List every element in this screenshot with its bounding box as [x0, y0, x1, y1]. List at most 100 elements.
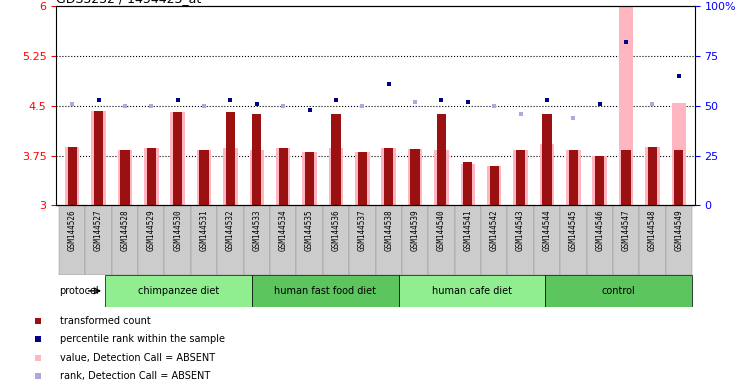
Text: GSM144549: GSM144549 [674, 209, 683, 250]
Bar [279, 148, 288, 205]
Bar [331, 114, 340, 205]
Bar [613, 205, 639, 275]
Bar [200, 149, 209, 205]
Bar [587, 205, 613, 275]
Text: human fast food diet: human fast food diet [274, 286, 376, 296]
Text: GSM144532: GSM144532 [226, 209, 235, 250]
Text: GSM144537: GSM144537 [357, 209, 366, 250]
Text: GSM144536: GSM144536 [331, 209, 340, 250]
Bar [534, 205, 560, 275]
Bar [622, 149, 631, 205]
Text: GSM144543: GSM144543 [516, 209, 525, 250]
Bar [243, 205, 270, 275]
Text: GSM144539: GSM144539 [411, 209, 420, 250]
Bar [382, 147, 396, 205]
Bar [118, 149, 132, 205]
Bar [648, 147, 657, 205]
Bar [303, 152, 317, 205]
Text: GSM144541: GSM144541 [463, 209, 472, 250]
Bar [112, 205, 138, 275]
Text: GSM144544: GSM144544 [542, 209, 551, 250]
Bar [408, 149, 422, 205]
Bar [226, 112, 235, 205]
Bar [463, 162, 472, 205]
Bar [437, 114, 446, 205]
Bar [357, 152, 367, 205]
Bar [460, 164, 475, 205]
Bar [595, 156, 605, 205]
Bar [619, 7, 633, 205]
Bar [120, 149, 129, 205]
Bar [665, 205, 692, 275]
Bar [542, 114, 551, 205]
Bar [540, 144, 554, 205]
Bar [434, 149, 448, 205]
Bar [270, 205, 297, 275]
Bar [197, 149, 211, 205]
Bar [138, 205, 164, 275]
Text: GSM144529: GSM144529 [146, 209, 155, 250]
Bar [217, 205, 243, 275]
Bar [249, 149, 264, 205]
Bar [146, 147, 156, 205]
Text: GDS3232 / 1454423_at: GDS3232 / 1454423_at [56, 0, 201, 5]
Text: GSM144546: GSM144546 [596, 209, 605, 250]
Bar [164, 205, 191, 275]
Bar [411, 149, 420, 205]
Text: GSM144533: GSM144533 [252, 209, 261, 250]
Bar [376, 205, 402, 275]
Bar [173, 112, 182, 205]
Text: human cafe diet: human cafe diet [432, 286, 512, 296]
Bar [428, 205, 454, 275]
Bar [223, 147, 237, 205]
Bar [59, 205, 86, 275]
Bar [569, 150, 578, 205]
Bar [490, 166, 499, 205]
Bar [252, 114, 261, 205]
Bar [593, 156, 607, 205]
Text: chimpanzee diet: chimpanzee diet [138, 286, 219, 296]
Bar [191, 205, 217, 275]
Bar [105, 275, 252, 307]
Text: GSM144526: GSM144526 [68, 209, 77, 250]
Text: GSM144547: GSM144547 [622, 209, 631, 250]
Text: rank, Detection Call = ABSENT: rank, Detection Call = ABSENT [60, 371, 210, 381]
Text: GSM144530: GSM144530 [173, 209, 182, 250]
Bar [514, 149, 528, 205]
Text: GSM144528: GSM144528 [120, 209, 129, 250]
Text: percentile rank within the sample: percentile rank within the sample [60, 334, 225, 344]
Bar [545, 275, 692, 307]
Bar [305, 152, 314, 205]
Bar [402, 205, 428, 275]
Bar [94, 111, 103, 205]
Text: GSM144545: GSM144545 [569, 209, 578, 250]
Bar [384, 147, 394, 205]
Bar [323, 205, 349, 275]
Bar [508, 205, 534, 275]
Bar [355, 152, 369, 205]
Bar [481, 205, 508, 275]
Text: GSM144542: GSM144542 [490, 209, 499, 250]
Bar [566, 150, 581, 205]
Bar [92, 111, 106, 205]
Text: GSM144535: GSM144535 [305, 209, 314, 250]
Bar [170, 112, 185, 205]
Bar [329, 147, 343, 205]
Bar [645, 147, 659, 205]
Bar [639, 205, 665, 275]
Bar [276, 148, 291, 205]
Bar [349, 205, 376, 275]
Text: GSM144531: GSM144531 [200, 209, 209, 250]
Bar [399, 275, 545, 307]
Text: GSM144538: GSM144538 [385, 209, 394, 250]
Bar [454, 205, 481, 275]
Text: GSM144548: GSM144548 [648, 209, 657, 250]
Bar [516, 149, 525, 205]
Bar [560, 205, 587, 275]
Bar [671, 103, 686, 205]
Text: value, Detection Call = ABSENT: value, Detection Call = ABSENT [60, 353, 216, 363]
Bar [144, 147, 158, 205]
Text: transformed count: transformed count [60, 316, 151, 326]
Text: control: control [602, 286, 636, 296]
Text: GSM144540: GSM144540 [437, 209, 446, 250]
